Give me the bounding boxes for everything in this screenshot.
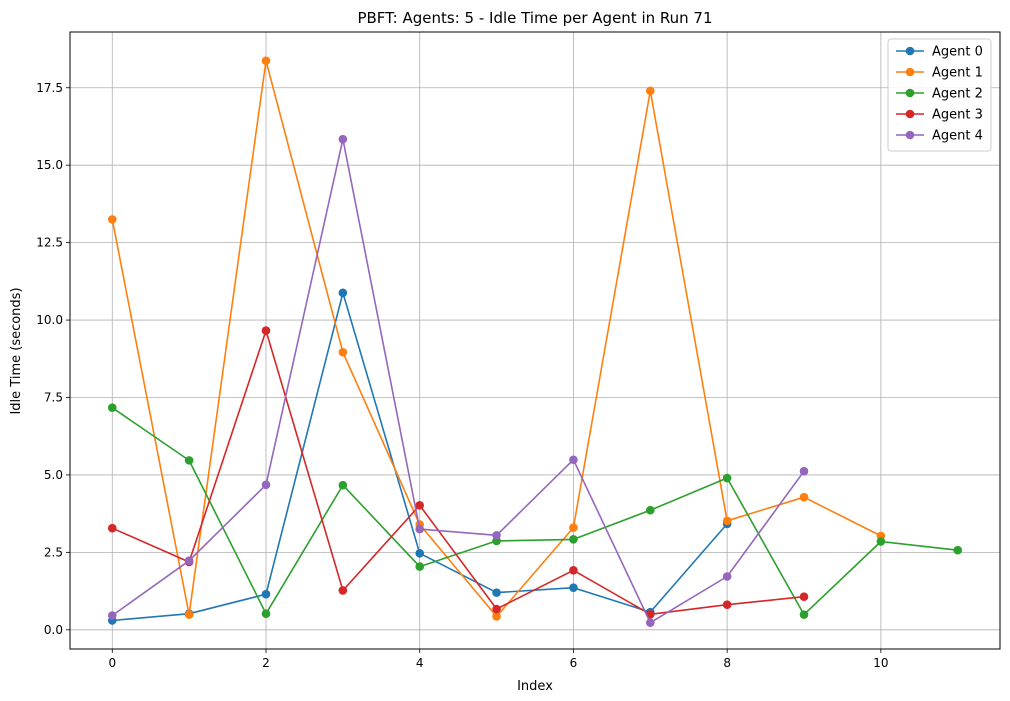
x-tick-label: 6 <box>570 656 578 670</box>
data-point <box>107 403 117 413</box>
data-point <box>415 500 425 510</box>
data-point <box>338 480 348 490</box>
data-point <box>338 288 348 298</box>
data-point <box>569 535 578 544</box>
data-point <box>184 456 194 465</box>
data-point <box>569 583 578 592</box>
data-point <box>415 548 425 558</box>
legend-item: Agent 2 <box>896 87 983 102</box>
series-layer <box>107 56 963 627</box>
legend-marker <box>905 130 915 140</box>
data-point <box>569 523 578 532</box>
data-point <box>107 215 117 224</box>
x-tick-label: 8 <box>723 656 731 670</box>
y-tick-label: 5.0 <box>44 468 63 482</box>
plot-frame <box>69 31 1001 650</box>
series-agent-3 <box>107 326 809 619</box>
data-point <box>953 545 963 555</box>
legend-label: Agent 0 <box>932 45 983 60</box>
data-point <box>799 466 809 476</box>
data-point <box>645 505 655 515</box>
y-tick-label: 0.0 <box>44 623 63 637</box>
y-tick-label: 2.5 <box>44 545 63 559</box>
legend-item: Agent 3 <box>896 108 983 123</box>
data-point <box>722 600 732 610</box>
data-point <box>415 562 425 571</box>
data-point <box>492 612 501 621</box>
data-point <box>338 347 348 357</box>
data-point <box>645 86 655 96</box>
x-tick-label: 0 <box>108 656 116 670</box>
data-point <box>492 604 501 614</box>
legend-marker <box>905 109 915 119</box>
y-tick-label: 15.0 <box>36 158 63 172</box>
legend-item: Agent 0 <box>896 45 983 60</box>
legend-marker <box>905 46 915 56</box>
data-point <box>722 473 732 483</box>
data-point <box>261 326 271 335</box>
x-tick-label: 10 <box>873 656 888 670</box>
legend: Agent 0 Agent 1 Agent 2 Agent 3 Agent 4 <box>887 38 992 152</box>
series-agent-2 <box>107 403 963 619</box>
chart-title: PBFT: Agents: 5 - Idle Time per Agent in… <box>357 9 712 27</box>
legend-item: Agent 4 <box>896 129 983 144</box>
series-agent-4 <box>107 134 809 627</box>
ticks: 0 2 4 6 8 10 0.0 2.5 5.0 7.5 10.0 12.5 15.0 17.5 <box>36 81 888 670</box>
data-point <box>799 492 809 502</box>
y-tick-label: 7.5 <box>44 390 63 404</box>
legend-label: Agent 4 <box>932 129 983 144</box>
legend-box <box>887 38 992 152</box>
legend-marker <box>905 67 915 77</box>
data-point <box>261 609 271 618</box>
data-point <box>722 516 732 526</box>
legend-label: Agent 1 <box>932 66 983 81</box>
legend-item: Agent 1 <box>896 66 983 81</box>
data-point <box>261 589 271 599</box>
legend-label: Agent 3 <box>932 108 983 123</box>
grid <box>70 32 1000 649</box>
data-point <box>261 56 271 66</box>
data-point <box>876 537 886 546</box>
y-tick-label: 10.0 <box>36 313 63 327</box>
data-point <box>107 611 117 620</box>
y-tick-label: 17.5 <box>36 81 63 95</box>
x-axis-label: Index <box>517 679 553 694</box>
data-point <box>569 566 578 575</box>
x-tick-label: 2 <box>262 656 270 670</box>
series-line <box>111 407 958 616</box>
series-line <box>111 138 805 624</box>
data-point <box>799 610 809 619</box>
data-point <box>415 524 425 534</box>
data-point <box>492 588 501 597</box>
data-point <box>338 134 348 144</box>
series-line <box>111 329 805 616</box>
data-point <box>107 523 117 533</box>
data-point <box>261 480 271 490</box>
data-point <box>184 556 194 566</box>
legend-label: Agent 2 <box>932 87 983 102</box>
data-point <box>184 610 194 619</box>
data-point <box>569 455 578 465</box>
y-tick-label: 12.5 <box>36 236 63 250</box>
data-point <box>645 618 655 627</box>
legend-marker <box>905 88 915 98</box>
data-point <box>722 572 732 581</box>
data-point <box>338 586 348 595</box>
y-axis-label: Idle Time (seconds) <box>9 287 24 414</box>
data-point <box>799 592 809 601</box>
data-point <box>492 531 501 540</box>
x-tick-label: 4 <box>416 656 424 670</box>
